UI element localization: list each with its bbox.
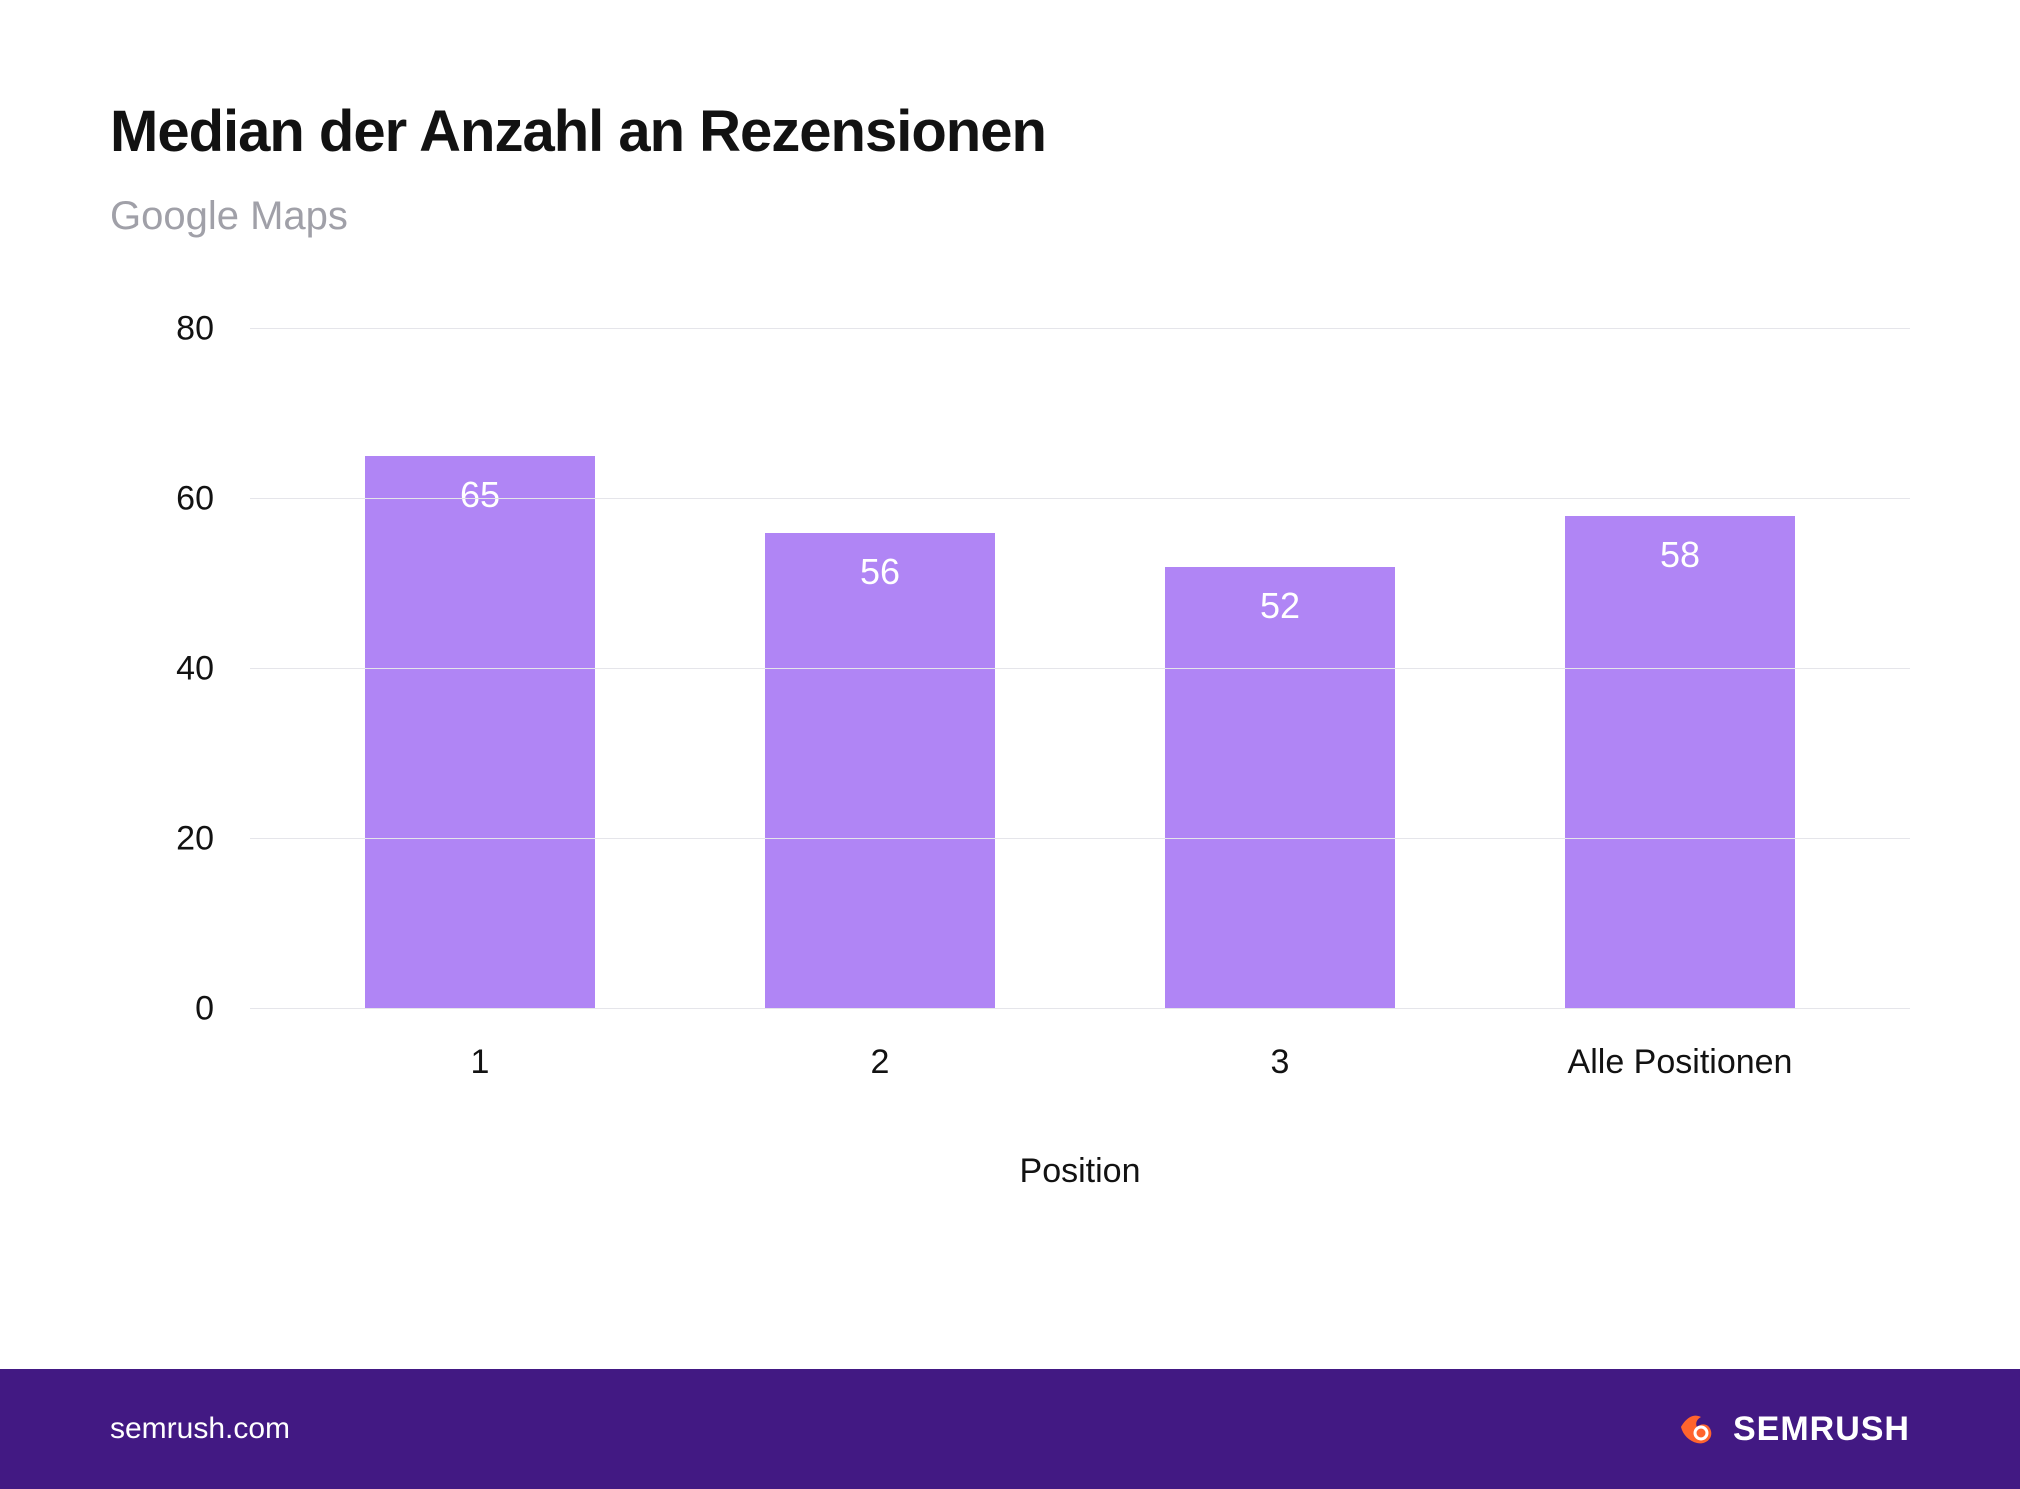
x-tick-label: 2 (680, 1043, 1080, 1082)
x-axis: 123Alle Positionen (250, 1043, 1910, 1082)
chart-subtitle: Google Maps (110, 194, 1910, 239)
y-axis: 020406080 (110, 329, 250, 1009)
x-axis-label: Position (250, 1152, 1910, 1191)
y-tick-label: 40 (176, 649, 214, 688)
bar-slot: 52 (1080, 329, 1480, 1009)
bar-slot: 56 (680, 329, 1080, 1009)
gridline (250, 1008, 1910, 1009)
content-area: Median der Anzahl an Rezensionen Google … (0, 0, 2020, 1369)
bar-value-label: 56 (765, 551, 995, 593)
y-tick-label: 20 (176, 819, 214, 858)
bars-container: 65 56 52 58 (250, 329, 1910, 1009)
bar-value-label: 58 (1565, 534, 1795, 576)
semrush-flame-icon (1671, 1403, 1719, 1456)
gridline (250, 498, 1910, 499)
bar-value-label: 52 (1165, 585, 1395, 627)
plot-area: 65 56 52 58 (250, 329, 1910, 1009)
x-tick-label: 3 (1080, 1043, 1480, 1082)
bar-slot: 65 (280, 329, 680, 1009)
footer-url: semrush.com (110, 1412, 290, 1446)
y-tick-label: 0 (195, 989, 214, 1028)
y-tick-label: 80 (176, 309, 214, 348)
bar: 65 (365, 456, 595, 1009)
y-tick-label: 60 (176, 479, 214, 518)
chart-container: 020406080 65565258 123Alle Positionen Po… (110, 329, 1910, 1309)
bar-value-label: 65 (365, 474, 595, 516)
plot-row: 020406080 65565258 (110, 329, 1910, 1009)
bar: 56 (765, 533, 995, 1009)
gridline (250, 838, 1910, 839)
chart-title: Median der Anzahl an Rezensionen (110, 100, 1910, 164)
bar: 52 (1165, 567, 1395, 1009)
x-tick-label: Alle Positionen (1480, 1043, 1880, 1082)
gridline (250, 668, 1910, 669)
page: Median der Anzahl an Rezensionen Google … (0, 0, 2020, 1489)
footer-logo: SEMRUSH (1671, 1403, 1910, 1456)
bar: 58 (1565, 516, 1795, 1009)
gridline (250, 328, 1910, 329)
x-tick-label: 1 (280, 1043, 680, 1082)
footer-logo-text: SEMRUSH (1733, 1410, 1910, 1449)
bar-slot: 58 (1480, 329, 1880, 1009)
footer: semrush.com SEMRUSH (0, 1369, 2020, 1489)
